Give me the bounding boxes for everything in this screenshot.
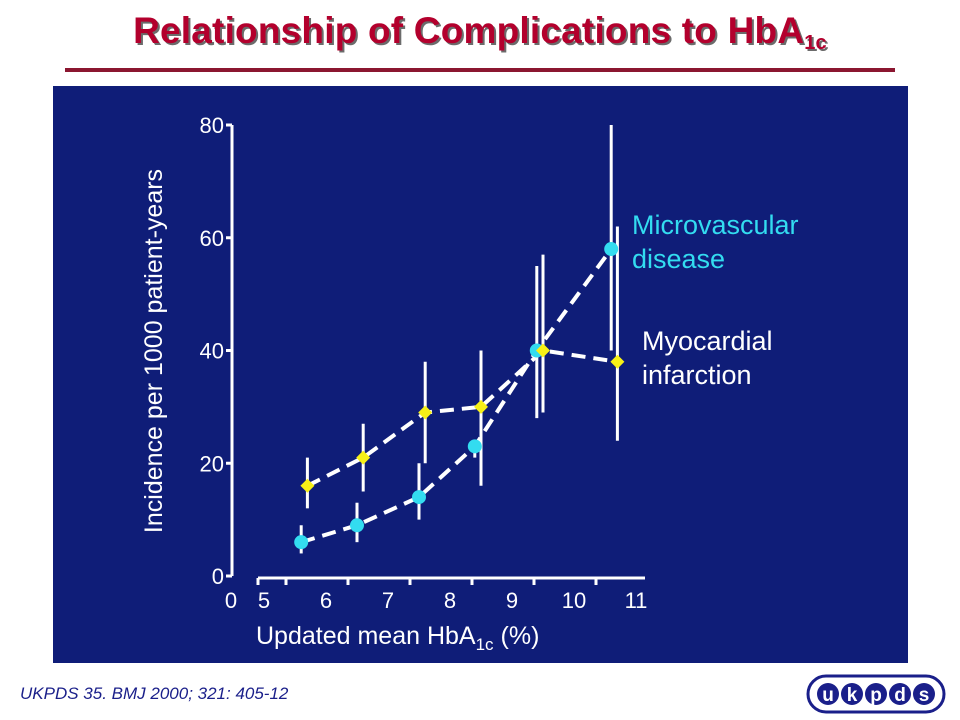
data-point: [536, 343, 550, 358]
y-tick-label: 0: [212, 564, 224, 589]
chart-labels: Updated mean HbA1c (%) Incidence per 1000…: [140, 169, 799, 654]
x-tick-label: 9: [506, 588, 518, 613]
logo-letter-disc: [841, 683, 863, 705]
series-label: Microvascular disease: [632, 210, 799, 274]
data-point: [467, 439, 482, 454]
series-label: Myocardial infarction: [642, 326, 773, 390]
series-line: [306, 348, 618, 488]
x-tick-label: 10: [562, 588, 586, 613]
data-point: [412, 490, 426, 505]
data-point: [474, 399, 488, 414]
y-axis-title: Incidence per 1000 patient-years: [140, 169, 168, 533]
x-tick-label: 7: [382, 588, 394, 613]
logo-letter: d: [894, 685, 906, 706]
data-point: [356, 450, 371, 465]
series-line: [300, 247, 613, 545]
y-tick-label: 80: [200, 113, 224, 138]
y-tick-label: 40: [200, 339, 224, 364]
y-tick-label: 20: [200, 451, 224, 476]
logo-letter-disc: [817, 683, 839, 705]
data-point: [350, 518, 364, 533]
logo-letter-disc: [865, 683, 887, 705]
data-point: [604, 242, 619, 257]
logo-letter: u: [822, 685, 834, 706]
logo-letter: k: [847, 685, 858, 706]
logo-letter: p: [870, 685, 882, 706]
title-rule: [65, 68, 895, 72]
logo-letter-disc: [889, 683, 911, 705]
slide-title: Relationship of Complications to HbA1c: [0, 10, 960, 55]
chart: 0 20 40 60 80 5 6 7 8 9 10 11 0 Updated mean HbA1c (…: [140, 113, 799, 654]
x-origin-label: 0: [225, 588, 237, 613]
data-point: [610, 354, 625, 369]
data-point: [300, 478, 315, 493]
series-lines: [300, 247, 618, 545]
citation: UKPDS 35. BMJ 2000; 321: 405-12: [20, 684, 289, 703]
slide-title-main: Relationship of Complications to HbA: [133, 10, 805, 51]
logo-letter: s: [919, 685, 930, 706]
x-tick-label: 6: [320, 588, 332, 613]
y-tick-label: 60: [200, 226, 224, 251]
data-point: [294, 535, 309, 550]
slide-title-subscript: 1c: [804, 32, 827, 54]
logo-letter-disc: [913, 683, 935, 705]
series-markers: [294, 242, 625, 550]
chart-panel: 0 20 40 60 80 5 6 7 8 9 10 11 0 Updated mean HbA1c (…: [53, 86, 908, 663]
axes: 0 20 40 60 80 5 6 7 8 9 10 11 0: [200, 113, 648, 613]
x-tick-label: 5: [258, 588, 270, 613]
data-point: [418, 405, 433, 420]
x-tick-label: 8: [444, 588, 456, 613]
x-tick-label: 11: [625, 588, 648, 613]
x-axis-title: Updated mean HbA1c (%): [256, 622, 539, 654]
error-bars: [299, 125, 619, 554]
